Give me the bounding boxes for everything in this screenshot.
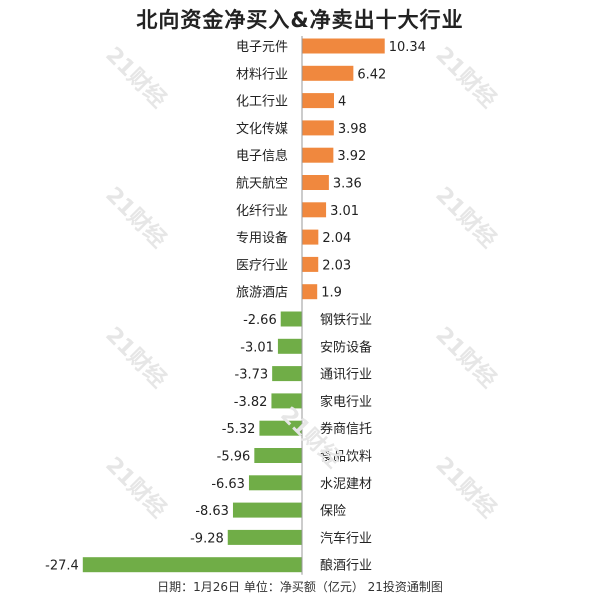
- bar-化工行业: [302, 93, 334, 109]
- value-label: -9.28: [190, 531, 224, 546]
- category-label: 水泥建材: [320, 477, 372, 492]
- bar-医疗行业: [302, 256, 319, 272]
- category-label: 航天航空: [236, 176, 288, 192]
- bar-通讯行业: [272, 366, 302, 382]
- bar-电子元件: [302, 38, 385, 54]
- value-label: 3.92: [337, 149, 366, 164]
- value-label: 3.36: [333, 177, 362, 192]
- value-label: 10.34: [389, 40, 426, 55]
- bar-电子信息: [302, 147, 334, 163]
- category-label: 专用设备: [236, 230, 288, 246]
- value-label: 2.03: [322, 258, 351, 273]
- value-label: 3.98: [338, 122, 367, 137]
- bar-专用设备: [302, 229, 319, 245]
- bar-券商信托: [259, 420, 302, 436]
- value-label: 2.04: [322, 231, 351, 246]
- bar-材料行业: [302, 65, 354, 81]
- value-label: 3.01: [330, 204, 359, 219]
- category-label: 医疗行业: [236, 258, 288, 273]
- category-label: 钢铁行业: [320, 313, 372, 328]
- category-label: 家电行业: [320, 394, 372, 410]
- bar-化纤行业: [302, 202, 327, 218]
- category-label: 安防设备: [320, 339, 372, 355]
- value-label: -5.32: [222, 422, 256, 437]
- value-label: -3.73: [235, 368, 269, 383]
- category-label: 食品饮料: [320, 449, 372, 465]
- value-label: -3.82: [234, 395, 268, 410]
- category-label: 券商信托: [320, 421, 372, 437]
- bar-家电行业: [271, 393, 302, 409]
- category-label: 化工行业: [236, 95, 288, 110]
- chart-title: 北向资金净买入&净卖出十大行业: [136, 8, 464, 32]
- category-label: 文化传媒: [236, 122, 288, 137]
- category-label: 通讯行业: [320, 368, 372, 383]
- category-label: 电子元件: [236, 40, 288, 55]
- value-label: -6.63: [211, 477, 245, 492]
- category-label: 汽车行业: [320, 530, 372, 546]
- value-label: -8.63: [195, 504, 229, 519]
- category-label: 材料行业: [236, 67, 288, 82]
- bar-保险: [232, 502, 302, 518]
- chart-source-note: 日期：1月26日 单位：净买额（亿元） 21投资通制图: [157, 580, 443, 594]
- value-label: 1.9: [321, 286, 342, 301]
- value-label: -27.4: [45, 559, 79, 574]
- value-label: -3.01: [240, 340, 274, 355]
- bar-旅游酒店: [302, 284, 318, 300]
- bar-航天航空: [302, 175, 329, 190]
- value-label: 4: [338, 95, 346, 110]
- bar-安防设备: [277, 338, 302, 354]
- bar-文化传媒: [302, 120, 334, 136]
- value-label: -5.96: [217, 450, 251, 465]
- category-label: 化纤行业: [236, 204, 288, 219]
- category-label: 酿酒行业: [320, 558, 372, 574]
- bar-酿酒行业: [82, 557, 302, 573]
- bar-食品饮料: [254, 448, 302, 463]
- category-label: 电子信息: [236, 148, 288, 164]
- value-label: 6.42: [357, 67, 386, 82]
- bar-汽车行业: [227, 529, 302, 545]
- bar-水泥建材: [248, 475, 302, 491]
- category-label: 保险: [320, 504, 346, 519]
- category-label: 旅游酒店: [236, 286, 288, 301]
- bar-钢铁行业: [280, 311, 302, 327]
- value-label: -2.66: [243, 313, 277, 328]
